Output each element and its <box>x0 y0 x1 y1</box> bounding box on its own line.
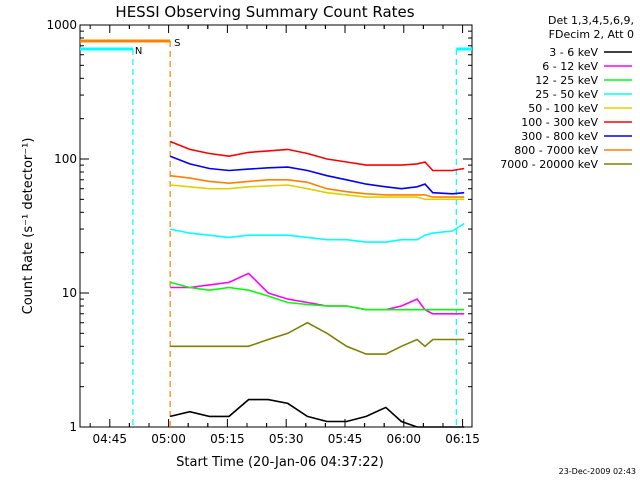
series-line-7 <box>169 155 465 195</box>
legend-label: 12 - 25 keV <box>535 74 598 87</box>
y-tick-label: 100 <box>54 152 77 166</box>
legend-label: 50 - 100 keV <box>528 102 598 115</box>
legend-header-line-1: Det 1,3,4,5,6,9, <box>548 14 634 27</box>
series-lines <box>169 140 465 428</box>
legend-label: 3 - 6 keV <box>549 46 598 59</box>
legend-label: 25 - 50 keV <box>535 88 598 101</box>
legend-label: 800 - 7000 keV <box>514 144 598 157</box>
orbit-annotations: NS <box>80 38 472 427</box>
series-line-9 <box>170 321 465 355</box>
y-tick-label: 10 <box>62 286 77 300</box>
x-tick-label: 05:00 <box>151 432 186 446</box>
generated-timestamp: 23-Dec-2009 02:43 <box>559 467 636 476</box>
legend-label: 6 - 12 keV <box>542 60 598 73</box>
series-line-2 <box>170 272 465 315</box>
axes: 1 10 100 1000 04:45 05:00 05:15 05:30 05:45 06:00… <box>46 18 479 446</box>
x-axis-label: Start Time (20-Jan-06 04:37:22) <box>176 455 384 470</box>
plot-frame <box>79 24 473 428</box>
x-tick-label: 06:15 <box>445 432 480 446</box>
x-tick-label: 05:15 <box>210 432 245 446</box>
x-tick-label: 05:30 <box>269 432 304 446</box>
legend: Det 1,3,4,5,6,9, FDecim 2, Att 0 3 - 6 k… <box>500 14 634 171</box>
legend-label: 7000 - 20000 keV <box>500 158 598 171</box>
legend-label: 100 - 300 keV <box>521 116 598 129</box>
x-tick-label: 06:00 <box>386 432 421 446</box>
series-line-5 <box>170 184 465 201</box>
legend-header-line-2: FDecim 2, Att 0 <box>549 28 634 41</box>
night-label: N <box>135 46 142 57</box>
y-axis-label: Count Rate (s⁻¹ detector⁻¹) <box>21 138 36 315</box>
x-tick-label: 05:45 <box>328 432 363 446</box>
series-line-8 <box>170 174 465 198</box>
series-line-3 <box>169 281 465 311</box>
series-line-4 <box>170 222 465 243</box>
series-line-1 <box>170 398 465 428</box>
series-line-6 <box>169 140 465 172</box>
y-tick-label: 1000 <box>46 18 77 32</box>
chart-title: HESSI Observing Summary Count Rates <box>115 3 414 21</box>
x-tick-label: 04:45 <box>92 432 127 446</box>
legend-label: 300 - 800 keV <box>521 130 598 143</box>
y-tick-label: 1 <box>69 420 77 434</box>
saa-label: S <box>174 38 180 49</box>
